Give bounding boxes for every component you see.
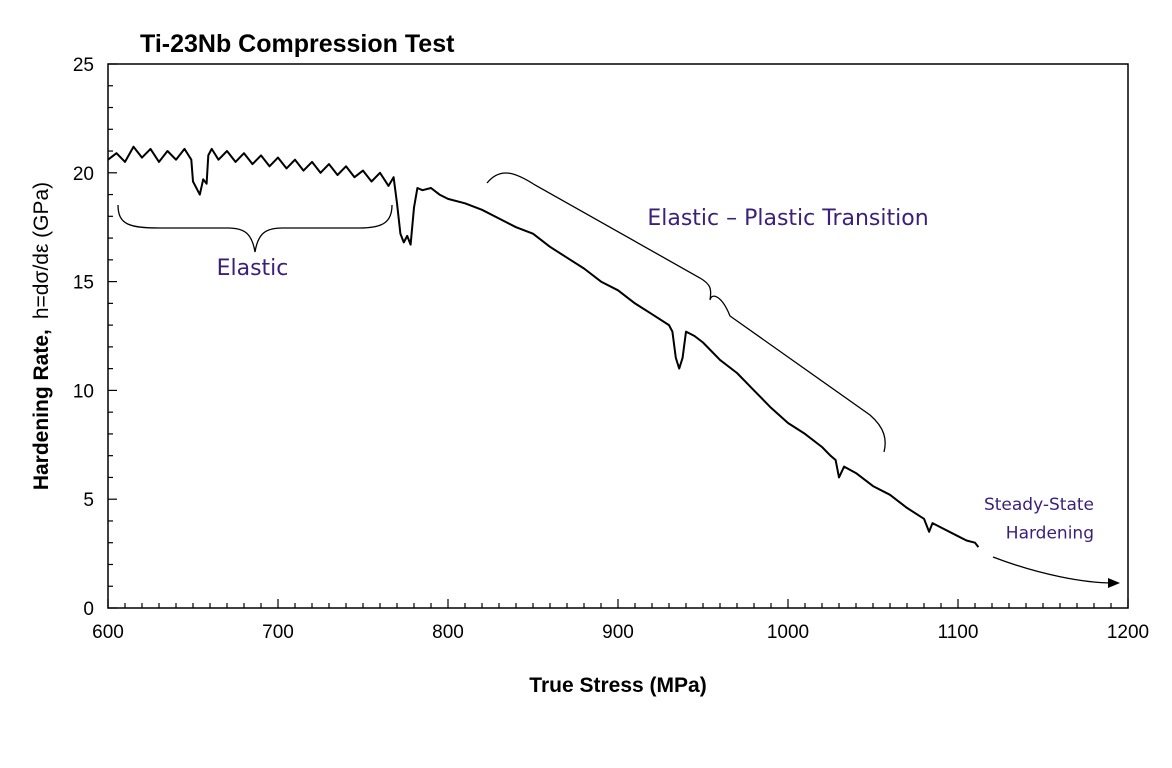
annotation-label: Elastic — [217, 256, 289, 281]
y-tick-label: 5 — [83, 490, 94, 511]
arrowhead-icon — [1108, 578, 1120, 588]
y-tick-label: 25 — [73, 55, 94, 76]
y-tick-label: 20 — [73, 164, 94, 185]
annotation-label: Steady-State — [984, 495, 1094, 515]
x-tick-label: 900 — [602, 622, 634, 643]
hardening-curve-line — [107, 145, 980, 548]
x-tick-labels: 600 700 800 900 1000 1100 1200 — [92, 622, 1149, 643]
y-tick-labels: 0 5 10 15 20 25 — [73, 55, 94, 620]
elastic-brace — [117, 204, 393, 253]
y-axis-title-main: Hardening Rate, — [30, 329, 53, 490]
x-tick-label: 700 — [262, 622, 294, 643]
y-tick-label: 0 — [83, 599, 94, 620]
annotations: Elastic Elastic – Plastic Transition Stead… — [217, 206, 1094, 543]
annotation-label: Elastic – Plastic Transition — [647, 206, 928, 231]
annotation-label: Hardening — [1006, 523, 1094, 543]
x-tick-label: 1100 — [938, 622, 979, 643]
chart-title: Ti-23Nb Compression Test — [140, 30, 455, 58]
x-axis-title: True Stress (MPa) — [529, 674, 706, 697]
x-tick-label: 800 — [432, 622, 464, 643]
x-tick-label: 1200 — [1107, 622, 1149, 643]
y-axis-title: Hardening Rate, h=dσ/dε (GPa) — [30, 182, 53, 490]
x-tick-label: 600 — [92, 622, 124, 643]
minor-ticks — [107, 63, 1129, 609]
transition-brace — [486, 172, 886, 453]
steady-state-arrow — [992, 556, 1114, 584]
y-axis-title-sub: h=dσ/dε (GPa) — [30, 182, 53, 319]
x-tick-label: 1000 — [767, 622, 809, 643]
y-tick-label: 10 — [73, 381, 94, 402]
plot-area-frame — [107, 63, 1129, 609]
y-tick-label: 15 — [73, 273, 94, 294]
